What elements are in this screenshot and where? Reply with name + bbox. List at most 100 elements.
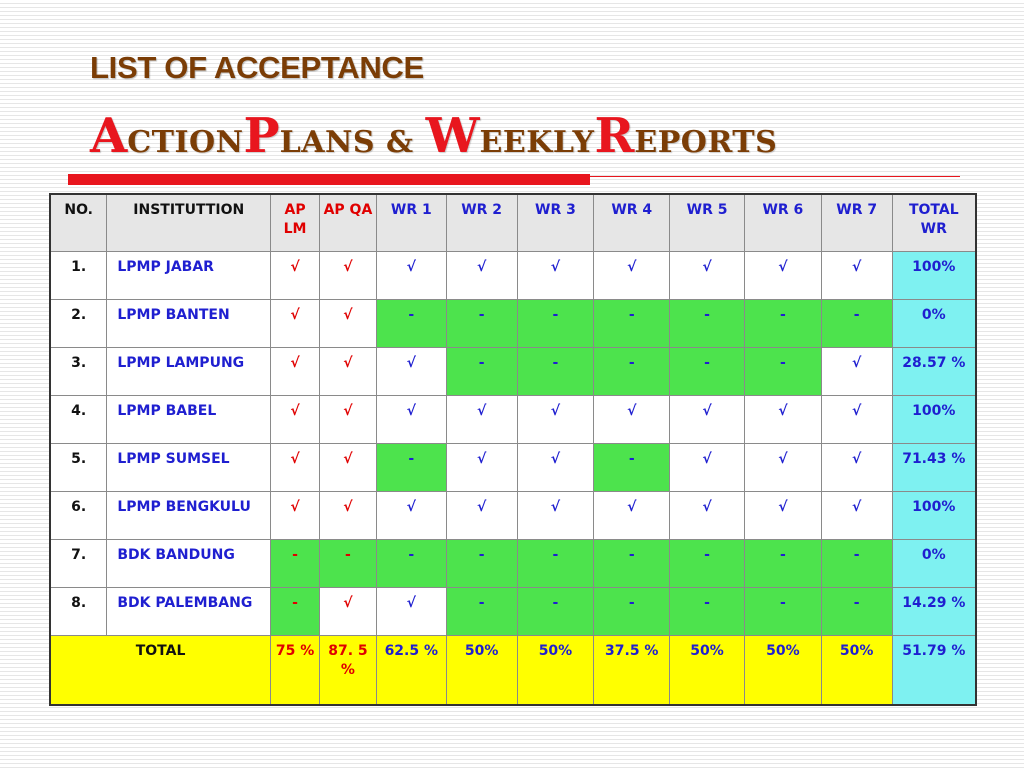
wr-cell: - [743, 347, 822, 396]
ap-cell: √ [270, 491, 321, 540]
wr-cell: - [743, 539, 822, 588]
total-wr-cell: 0% [891, 539, 977, 588]
total-value-cell: 37.5 % [593, 635, 671, 706]
wr-cell: √ [445, 491, 518, 540]
wr-cell: √ [375, 251, 447, 300]
ap-cell: - [270, 539, 321, 588]
institution-name: LPMP SUMSEL [106, 443, 272, 492]
wr-cell: - [669, 347, 745, 396]
total-value-cell: 62.5 % [375, 635, 447, 706]
table-row: 5. LPMP SUMSEL √ √ - √ √ - √ √ √ 71.43 % [49, 443, 977, 492]
wr-cell: - [820, 587, 893, 636]
wr-cell: - [820, 299, 893, 348]
institution-name: BDK BANDUNG [106, 539, 272, 588]
acceptance-table: NO. INSTITUTTION AP LM AP QA WR 1 WR 2 W… [49, 193, 977, 706]
row-number: 6. [49, 491, 108, 540]
wr-cell: √ [820, 347, 893, 396]
row-number: 5. [49, 443, 108, 492]
wr-cell: - [516, 347, 595, 396]
title-underline-bar [68, 174, 590, 185]
wr-cell: - [445, 347, 518, 396]
wr-cell: √ [593, 395, 671, 444]
row-number: 7. [49, 539, 108, 588]
institution-name: LPMP BABEL [106, 395, 272, 444]
title-rest-1: CTION [127, 125, 244, 160]
header-cell: WR 1 [375, 193, 447, 252]
total-value-cell: 50% [516, 635, 595, 706]
header-cell: WR 2 [445, 193, 518, 252]
ap-cell: √ [270, 299, 321, 348]
header-cell: AP QA [319, 193, 377, 252]
wr-cell: √ [375, 395, 447, 444]
row-number: 2. [49, 299, 108, 348]
wr-cell: - [669, 299, 745, 348]
table-row: 3. LPMP LAMPUNG √ √ √ - - - - - √ 28.57 % [49, 347, 977, 396]
ap-cell: √ [319, 347, 377, 396]
total-value-cell: 50% [743, 635, 822, 706]
ap-cell: √ [319, 491, 377, 540]
title-rest-4: EPORTS [634, 125, 778, 160]
wr-cell: √ [820, 443, 893, 492]
wr-cell: - [593, 443, 671, 492]
wr-cell: - [593, 347, 671, 396]
total-wr-cell: 14.29 % [891, 587, 977, 636]
ap-cell: √ [319, 443, 377, 492]
grand-total-cell: 51.79 % [891, 635, 977, 706]
wr-cell: √ [375, 491, 447, 540]
wr-cell: - [445, 587, 518, 636]
wr-cell: - [445, 539, 518, 588]
ap-cell: √ [319, 251, 377, 300]
ap-cell: √ [270, 395, 321, 444]
wr-cell: √ [445, 443, 518, 492]
table-row: 2. LPMP BANTEN √ √ - - - - - - -0% [49, 299, 977, 348]
wr-cell: √ [516, 251, 595, 300]
ap-cell: √ [270, 251, 321, 300]
table-row: 1. LPMP JABAR √ √ √ √ √ √ √ √ √ 100% [49, 251, 977, 300]
institution-name: LPMP BENGKULU [106, 491, 272, 540]
wr-cell: √ [375, 347, 447, 396]
ap-cell: - [270, 587, 321, 636]
header-cell: INSTITUTTION [106, 193, 272, 252]
wr-cell: - [375, 299, 447, 348]
ap-cell: √ [270, 443, 321, 492]
header-cell: AP LM [270, 193, 321, 252]
wr-cell: - [593, 539, 671, 588]
institution-name: LPMP LAMPUNG [106, 347, 272, 396]
institution-name: LPMP JABAR [106, 251, 272, 300]
wr-cell: √ [593, 491, 671, 540]
header-cell: WR 7 [820, 193, 893, 252]
wr-cell: - [375, 443, 447, 492]
wr-cell: - [375, 539, 447, 588]
table-row: 8. BDK PALEMBANG - √ √ - - - - - -14.29 % [49, 587, 977, 636]
total-value-cell: 87. 5 % [319, 635, 377, 706]
wr-cell: √ [669, 395, 745, 444]
row-number: 4. [49, 395, 108, 444]
wr-cell: √ [820, 395, 893, 444]
total-value-cell: 50% [669, 635, 745, 706]
title-rest-3: EEKLY [479, 125, 595, 160]
header-cell: WR 6 [743, 193, 822, 252]
title-cap-1: A [90, 108, 128, 164]
title-cap-4: R [594, 108, 635, 164]
wr-cell: √ [375, 587, 447, 636]
header-cell: WR 5 [669, 193, 745, 252]
institution-name: LPMP BANTEN [106, 299, 272, 348]
total-wr-cell: 28.57 % [891, 347, 977, 396]
title-cap-2: P [243, 108, 280, 164]
wr-cell: √ [743, 443, 822, 492]
total-wr-cell: 0% [891, 299, 977, 348]
wr-cell: √ [743, 251, 822, 300]
ap-cell: - [319, 539, 377, 588]
wr-cell: √ [516, 395, 595, 444]
header-cell: WR 3 [516, 193, 595, 252]
total-value-cell: 50% [820, 635, 893, 706]
ap-cell: √ [270, 347, 321, 396]
wr-cell: - [516, 299, 595, 348]
wr-cell: √ [445, 251, 518, 300]
title-rest-2: LANS & [279, 125, 414, 160]
wr-cell: - [820, 539, 893, 588]
row-number: 8. [49, 587, 108, 636]
wr-cell: - [593, 587, 671, 636]
total-row: TOTAL 75 % 87. 5 % 62.5 % 50% 50% 37.5 % 50% 50%… [49, 635, 977, 706]
header-row: NO. INSTITUTTION AP LM AP QA WR 1 WR 2 W… [49, 193, 977, 252]
